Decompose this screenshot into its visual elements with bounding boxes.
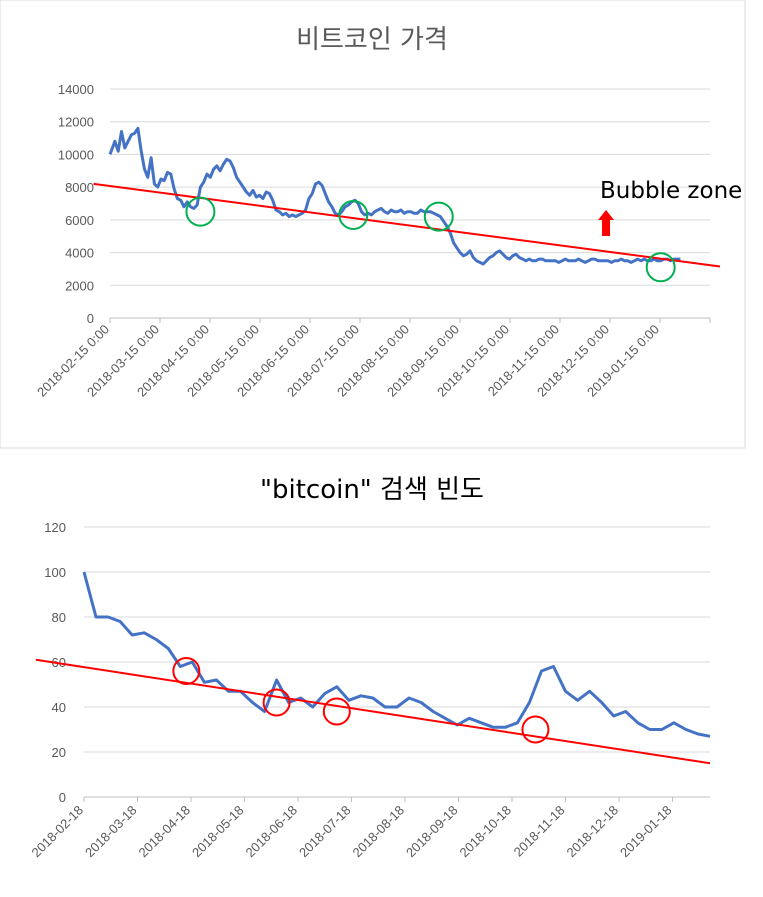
search-x-tick: 2018-09-18 [403,803,461,861]
search-y-tick-labels: 120100806040200 [44,520,66,805]
price-chart-frame [0,0,746,449]
search-red-circle [521,715,550,744]
price-y-tick-labels: 14000 12000 10000 8000 6000 4000 2000 0 [58,82,94,326]
search-y-tick: 20 [52,745,66,760]
price-green-circle [423,201,454,232]
search-x-tick-labels: 2018-02-182018-03-182018-04-182018-05-18… [28,797,675,861]
price-y-tick: 10000 [58,147,94,162]
price-green-circle [185,196,216,227]
search-red-circle [262,688,291,717]
search-x-tick: 2018-04-18 [136,803,194,861]
search-y-tick: 100 [44,565,66,580]
search-red-circle [322,697,351,726]
price-chart-title: 비트코인 가격 [296,25,448,55]
search-x-tick: 2018-10-18 [457,803,515,861]
search-x-tick: 2019-01-18 [617,803,675,861]
search-series-line [82,571,711,738]
price-y-tick: 4000 [65,246,94,261]
search-y-tick: 120 [44,520,66,535]
price-chart: 비트코인 가격 14000 12000 10000 8000 6000 4000 2000 0… [0,0,746,449]
price-y-tick: 8000 [65,180,94,195]
search-x-tick: 2018-06-18 [243,803,301,861]
search-gridlines [84,526,710,798]
search-x-tick: 2018-08-18 [350,803,408,861]
search-x-tick: 2018-05-18 [189,803,247,861]
price-y-tick: 6000 [65,213,94,228]
price-green-circle [338,199,369,230]
search-x-tick: 2018-12-18 [564,803,622,861]
search-x-tick: 2018-03-18 [82,803,140,861]
price-y-tick: 2000 [65,278,94,293]
search-x-tick: 2018-11-18 [511,803,568,860]
search-support-circles [172,657,550,744]
price-y-tick: 12000 [58,115,94,130]
search-y-tick: 80 [52,610,66,625]
price-y-tick: 14000 [58,82,94,97]
price-y-tick: 0 [87,311,94,326]
bubble-arrow-icon [598,210,615,237]
search-chart-title: "bitcoin" 검색 빈도 [260,475,484,505]
search-red-circle [172,657,201,685]
search-chart: "bitcoin" 검색 빈도 120100806040200 2018-02-… [28,475,711,861]
search-y-tick: 40 [52,700,66,715]
search-x-tick: 2018-07-18 [296,803,354,861]
search-x-tick: 2018-02-18 [28,803,86,861]
price-support-circles [185,196,676,283]
price-green-circle [645,252,676,283]
search-trend-line [35,658,711,765]
bubble-zone-label: Bubble zone [600,178,742,204]
price-series-line [108,126,681,266]
search-y-tick: 0 [59,790,66,805]
